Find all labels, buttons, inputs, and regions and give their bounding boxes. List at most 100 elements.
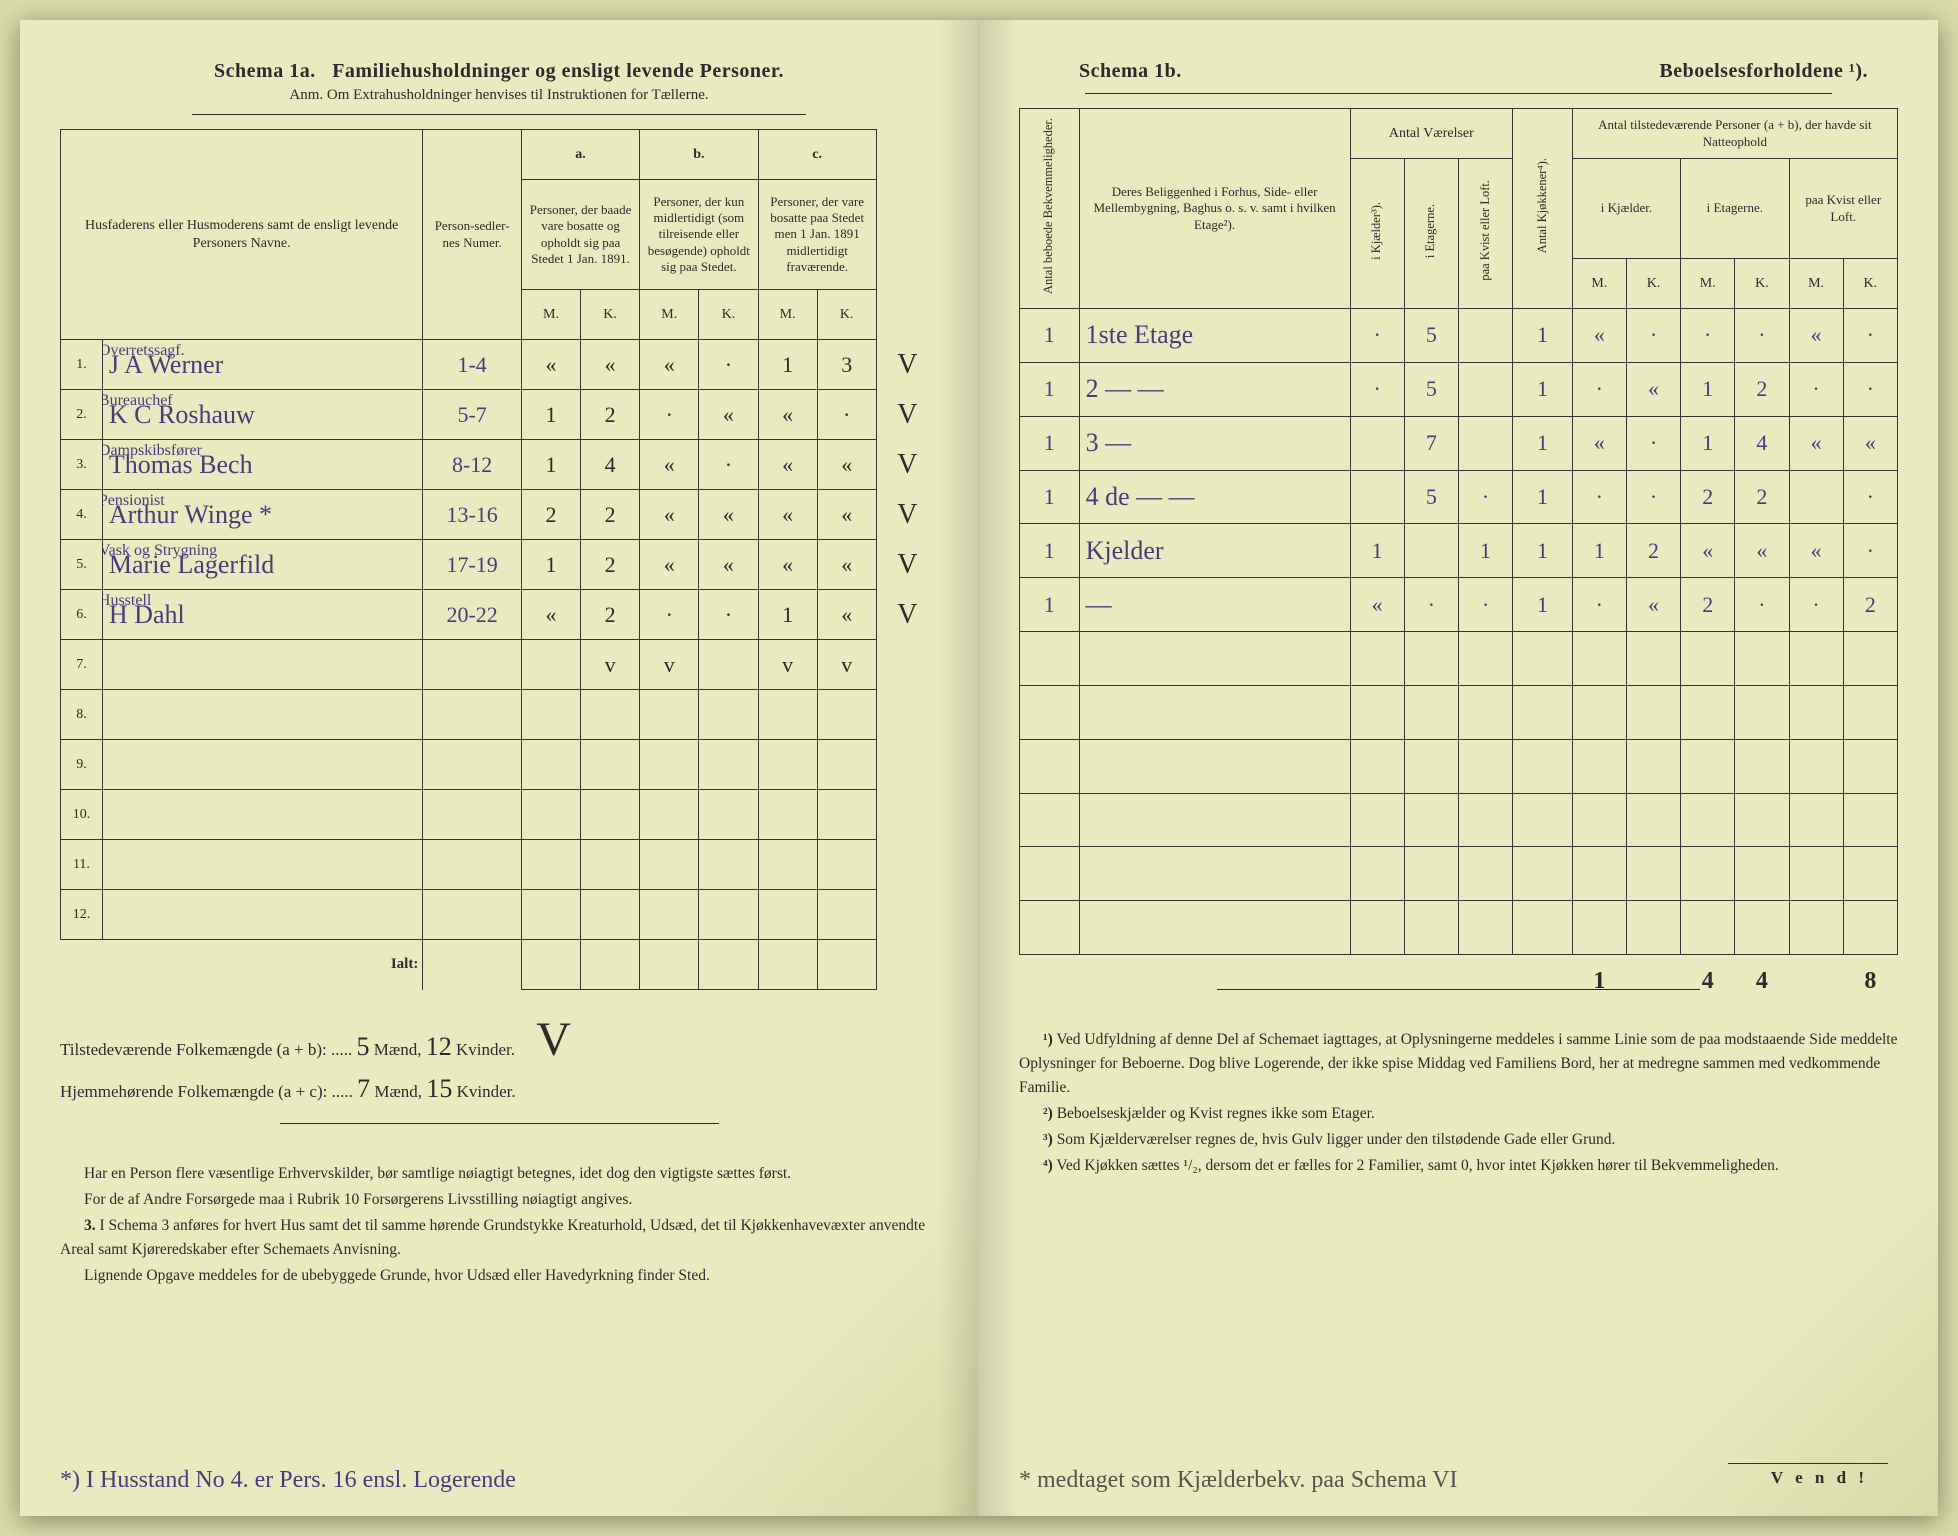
- hjemme-k: 15: [426, 1074, 452, 1103]
- left-row: 12.: [61, 890, 939, 940]
- r-klK: [1843, 739, 1897, 793]
- r-etK: 4: [1735, 416, 1789, 470]
- r-kjM: ·: [1572, 362, 1626, 416]
- col-p-et: i Etagerne.: [1681, 159, 1789, 259]
- row-aM: «: [521, 340, 580, 390]
- row-aM: 1: [521, 540, 580, 590]
- row-cM: 1: [758, 590, 817, 640]
- row-name-cell: Overretssagf. J A Werner: [102, 340, 422, 390]
- row-cK: [817, 790, 876, 840]
- r-ve: 7: [1404, 416, 1458, 470]
- r-vk: [1350, 901, 1404, 955]
- col-a-label: a.: [521, 130, 639, 180]
- left-row: 3. Dampskibsfører Thomas Bech 8-12 1 4 «…: [61, 440, 939, 490]
- row-cM: [758, 740, 817, 790]
- r-kjM: [1572, 793, 1626, 847]
- r-etM: 2: [1681, 470, 1735, 524]
- r-klM: ·: [1789, 578, 1843, 632]
- r-klK: [1843, 847, 1897, 901]
- r-etK: [1735, 632, 1789, 686]
- col-b-m: M.: [640, 290, 699, 340]
- r-ve: [1404, 739, 1458, 793]
- r-etK: 2: [1735, 470, 1789, 524]
- row-num: 12.: [61, 890, 103, 940]
- row-name-cell: Vask og Strygning Marie Lagerfild: [102, 540, 422, 590]
- r-belig: 4 de — —: [1086, 482, 1195, 511]
- left-row: 1. Overretssagf. J A Werner 1-4 « « « · …: [61, 340, 939, 390]
- r-kj: [1513, 739, 1573, 793]
- row-name-cell: Dampskibsfører Thomas Bech: [102, 440, 422, 490]
- r-kj: 1: [1513, 578, 1573, 632]
- tot-etK: 4: [1735, 955, 1789, 1009]
- row-name-cell: [102, 890, 422, 940]
- row-aK: 4: [581, 440, 640, 490]
- r-ve: [1404, 901, 1458, 955]
- row-occupation-tag: Vask og Strygning: [102, 542, 217, 560]
- left-header: Schema 1a. Familiehusholdninger og ensli…: [60, 60, 938, 129]
- r-vk: [1350, 632, 1404, 686]
- row-aM: [521, 740, 580, 790]
- row-checkmark: V: [876, 340, 938, 390]
- r-klM: [1789, 685, 1843, 739]
- row-cK: [817, 840, 876, 890]
- r-etK: ·: [1735, 578, 1789, 632]
- row-bK: «: [699, 490, 758, 540]
- col-v-et: i Etagerne.: [1424, 204, 1438, 258]
- r-foot4-lead: ⁴): [1043, 1157, 1053, 1174]
- row-aK: «: [581, 340, 640, 390]
- r-etK: [1735, 685, 1789, 739]
- r-etM: 2: [1681, 578, 1735, 632]
- row-aM: 1: [521, 390, 580, 440]
- row-bM: v: [640, 640, 699, 690]
- r-etK: [1735, 739, 1789, 793]
- left-totals-block: Tilstedeværende Folkemængde (a + b): ...…: [60, 1004, 938, 1105]
- col-p-kl: paa Kvist eller Loft.: [1789, 159, 1898, 259]
- right-footnotes: ¹) Ved Udfyldning af denne Del af Schema…: [1019, 1028, 1898, 1180]
- col-pet-k: K.: [1735, 259, 1789, 309]
- r-vl: [1458, 685, 1512, 739]
- r-etM: 1: [1681, 362, 1735, 416]
- r-ab: [1020, 632, 1080, 686]
- r-kj: 1: [1513, 362, 1573, 416]
- row-aM: [521, 890, 580, 940]
- row-occupation-tag: Bureauchef: [102, 392, 172, 410]
- row-person-num: [423, 790, 522, 840]
- r-ab: [1020, 847, 1080, 901]
- r-ve: 5: [1404, 362, 1458, 416]
- totals-big-check: V: [536, 1013, 571, 1066]
- r-ab: 1: [1020, 416, 1080, 470]
- row-name-cell: Bureauchef K C Roshauw: [102, 390, 422, 440]
- r-klK: ·: [1843, 362, 1897, 416]
- right-row: 1 3 — 7 1 « · 1 4 « «: [1020, 416, 1898, 470]
- r-vk: [1350, 847, 1404, 901]
- row-person-num: [423, 890, 522, 940]
- row-cM: «: [758, 390, 817, 440]
- row-num: 4.: [61, 490, 103, 540]
- right-row: [1020, 901, 1898, 955]
- right-row: 1 1ste Etage · 5 1 « · · · « ·: [1020, 309, 1898, 363]
- r-ab: 1: [1020, 470, 1080, 524]
- tilstede-m: 5: [357, 1032, 370, 1061]
- r-ab: [1020, 739, 1080, 793]
- vend-rule: [1728, 1463, 1888, 1464]
- r-etM: 1: [1681, 416, 1735, 470]
- r-klK: «: [1843, 416, 1897, 470]
- row-person-num: 5-7: [423, 390, 522, 440]
- row-num: 2.: [61, 390, 103, 440]
- r-kjM: [1572, 685, 1626, 739]
- r-vk: 1: [1350, 524, 1404, 578]
- r-vl: ·: [1458, 578, 1512, 632]
- row-person-num: 20-22: [423, 590, 522, 640]
- row-bM: ·: [640, 590, 699, 640]
- right-row: [1020, 685, 1898, 739]
- row-bM: [640, 790, 699, 840]
- r-kjK: «: [1626, 362, 1680, 416]
- schema-1a-title: Familiehusholdninger og ensligt levende …: [332, 60, 784, 82]
- right-totals-row: 1 4 4 8: [1020, 955, 1898, 1009]
- left-row: 9.: [61, 740, 939, 790]
- row-person-num: [423, 690, 522, 740]
- right-row: 1 4 de — — 5 · 1 · · 2 2 ·: [1020, 470, 1898, 524]
- right-table-head: Antal beboede Bekvemmeligheder. Deres Be…: [1020, 109, 1898, 309]
- left-row: 6. Husstell H Dahl 20-22 « 2 · · 1 « V: [61, 590, 939, 640]
- r-kjK: ·: [1626, 416, 1680, 470]
